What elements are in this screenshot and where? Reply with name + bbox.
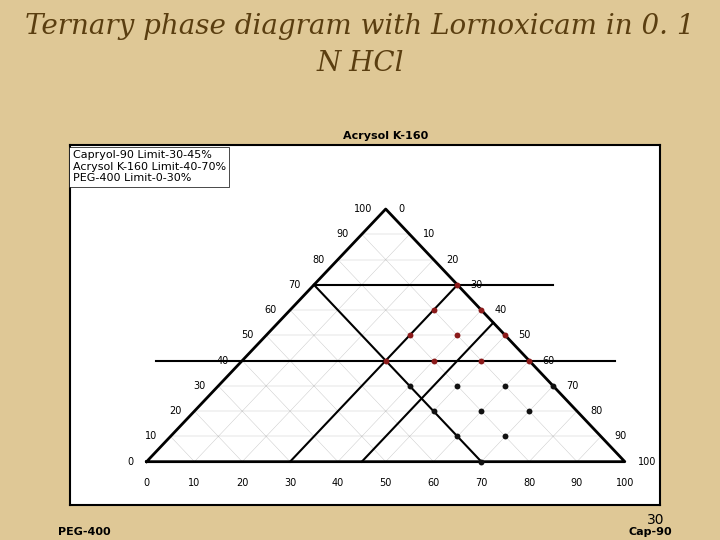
Point [451,432,463,441]
Text: 40: 40 [495,305,507,315]
Text: 100: 100 [638,457,656,467]
Text: 10: 10 [189,478,201,488]
Text: 90: 90 [614,431,626,441]
Point [451,331,463,340]
Point [428,306,439,314]
Text: 50: 50 [518,330,531,340]
Text: 60: 60 [265,305,277,315]
Text: PEG-400: PEG-400 [58,526,111,537]
Text: 0: 0 [127,457,134,467]
Text: 30: 30 [470,280,482,290]
Text: 0: 0 [143,478,150,488]
Point [428,356,439,365]
Text: 60: 60 [428,478,440,488]
Text: 90: 90 [336,230,348,239]
Point [476,407,487,415]
Text: 20: 20 [446,254,459,265]
Text: Cap-90: Cap-90 [629,526,672,537]
Text: 50: 50 [240,330,253,340]
Point [451,280,463,289]
Point [500,331,511,340]
Text: 20: 20 [169,406,181,416]
Point [523,407,535,415]
Point [428,407,439,415]
Text: 80: 80 [312,254,325,265]
Text: Acrysol K-160: Acrysol K-160 [343,131,428,141]
Text: 0: 0 [399,204,405,214]
Point [500,432,511,441]
Text: 100: 100 [616,478,634,488]
Point [547,382,559,390]
Text: 80: 80 [590,406,602,416]
Text: 70: 70 [566,381,578,391]
Point [500,382,511,390]
Text: Capryol-90 Limit-30-45%
Acrysol K-160 Limit-40-70%
PEG-400 Limit-0-30%: Capryol-90 Limit-30-45% Acrysol K-160 Li… [73,150,226,183]
Text: 20: 20 [236,478,248,488]
Point [404,331,415,340]
Text: 10: 10 [423,230,435,239]
Text: 70: 70 [289,280,301,290]
Point [476,356,487,365]
Text: 80: 80 [523,478,535,488]
Point [404,382,415,390]
Point [380,356,392,365]
Text: 50: 50 [379,478,392,488]
Text: 40: 40 [332,478,344,488]
Text: 70: 70 [475,478,487,488]
Text: 100: 100 [354,204,373,214]
Text: Ternary phase diagram with Lornoxicam in 0. 1: Ternary phase diagram with Lornoxicam in… [25,14,695,40]
Text: 60: 60 [542,356,554,366]
Text: 30: 30 [284,478,296,488]
Point [523,356,535,365]
Point [476,306,487,314]
Text: 30: 30 [193,381,205,391]
Text: 90: 90 [571,478,583,488]
Point [476,457,487,466]
Text: 10: 10 [145,431,158,441]
Text: 40: 40 [217,356,229,366]
Text: N HCl: N HCl [316,50,404,77]
Text: 30: 30 [647,512,664,526]
Point [451,382,463,390]
